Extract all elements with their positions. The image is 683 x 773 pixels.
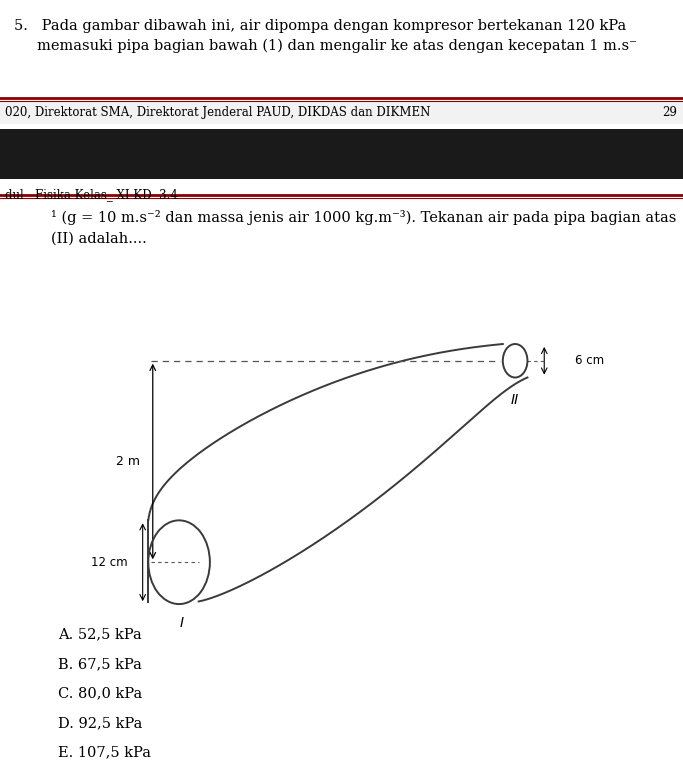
Text: E. 107,5 kPa: E. 107,5 kPa xyxy=(58,745,151,759)
Text: C. 80,0 kPa: C. 80,0 kPa xyxy=(58,686,142,700)
Bar xyxy=(0,102,683,124)
Bar xyxy=(0,129,683,179)
Text: II: II xyxy=(511,393,519,407)
Text: 29: 29 xyxy=(663,107,678,119)
Text: B. 67,5 kPa: B. 67,5 kPa xyxy=(58,657,142,671)
Text: dul   Fisika Kelas_ XI KD  3.4: dul Fisika Kelas_ XI KD 3.4 xyxy=(5,188,178,201)
Text: (II) adalah....: (II) adalah.... xyxy=(51,232,147,246)
Text: D. 92,5 kPa: D. 92,5 kPa xyxy=(58,716,143,730)
Text: memasuki pipa bagian bawah (1) dan mengalir ke atas dengan kecepatan 1 m.s⁻: memasuki pipa bagian bawah (1) dan menga… xyxy=(14,39,637,53)
Text: 5.   Pada gambar dibawah ini, air dipompa dengan kompresor bertekanan 120 kPa: 5. Pada gambar dibawah ini, air dipompa … xyxy=(14,19,626,33)
Text: 12 cm: 12 cm xyxy=(91,556,128,569)
Text: ¹ (g = 10 m.s⁻² dan massa jenis air 1000 kg.m⁻³). Tekanan air pada pipa bagian a: ¹ (g = 10 m.s⁻² dan massa jenis air 1000… xyxy=(51,210,677,225)
Text: 2 m: 2 m xyxy=(115,455,139,468)
Text: I: I xyxy=(180,615,184,629)
Text: 020, Direktorat SMA, Direktorat Jenderal PAUD, DIKDAS dan DIKMEN: 020, Direktorat SMA, Direktorat Jenderal… xyxy=(5,107,431,119)
Text: 6 cm: 6 cm xyxy=(575,354,604,367)
Text: A. 52,5 kPa: A. 52,5 kPa xyxy=(58,628,142,642)
